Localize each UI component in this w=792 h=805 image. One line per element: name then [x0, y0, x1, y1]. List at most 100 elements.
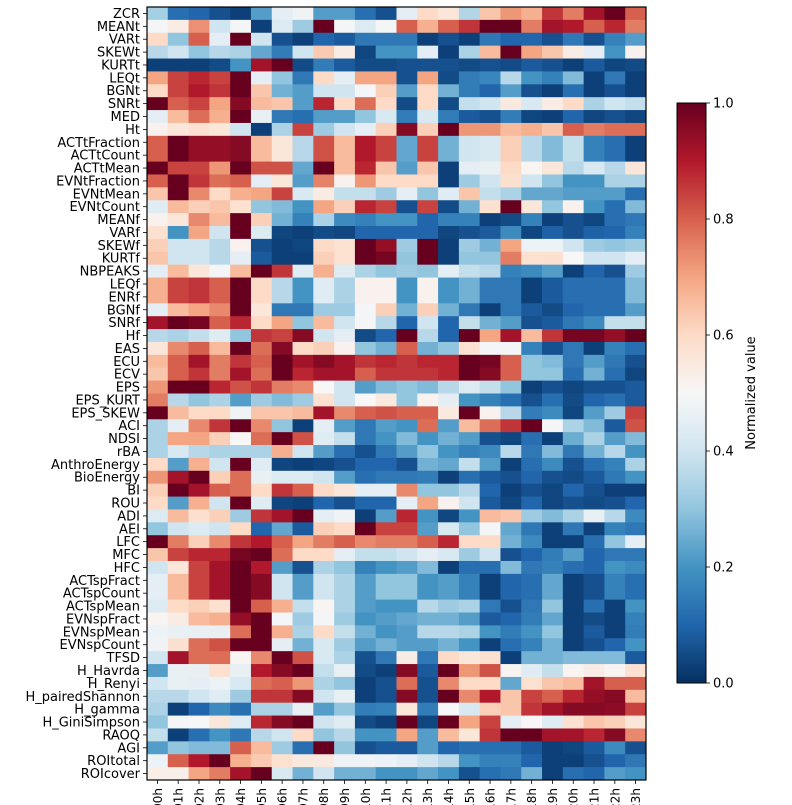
- heatmap-cell: [542, 161, 564, 175]
- heatmap-cell: [271, 535, 294, 549]
- heatmap-cell: [417, 238, 439, 253]
- heatmap-cell: [375, 419, 397, 433]
- heatmap-cell: [583, 45, 605, 60]
- heatmap-cell: [354, 84, 377, 98]
- heatmap-cell: [438, 470, 460, 485]
- heatmap-cell: [625, 509, 647, 523]
- heatmap-cell: [438, 58, 460, 72]
- heatmap-cell: [562, 548, 585, 562]
- heatmap-cell: [604, 457, 626, 472]
- heatmap-cell: [292, 251, 314, 266]
- heatmap-cell: [479, 457, 501, 472]
- heatmap-cell: [521, 393, 543, 407]
- heatmap-cell: [458, 496, 481, 510]
- heatmap-cell: [188, 277, 210, 291]
- heatmap-cell: [188, 522, 210, 536]
- heatmap-cell: [542, 367, 564, 382]
- y-tick-label: EAS: [115, 342, 140, 357]
- heatmap-cell: [147, 406, 169, 420]
- heatmap-cell: [230, 676, 252, 691]
- heatmap-cell: [542, 432, 564, 446]
- heatmap-cell: [250, 573, 273, 588]
- heatmap-cell: [500, 380, 522, 394]
- heatmap-cell: [292, 110, 314, 124]
- heatmap-cell: [209, 32, 231, 47]
- heatmap-cell: [396, 277, 418, 291]
- heatmap-cell: [375, 625, 397, 639]
- plot-frame: [146, 6, 647, 781]
- y-tick-label: AGI: [117, 741, 140, 756]
- heatmap-cell: [458, 754, 481, 768]
- heatmap-cell: [250, 432, 273, 446]
- heatmap-cell: [250, 612, 273, 626]
- heatmap-cell: [147, 754, 169, 768]
- heatmap-cell: [313, 741, 335, 755]
- heatmap-cell: [209, 470, 231, 485]
- heatmap-cell: [438, 290, 460, 304]
- heatmap-cell: [188, 689, 210, 704]
- heatmap-cell: [542, 380, 564, 394]
- heatmap-cell: [354, 638, 377, 652]
- heatmap-cell: [334, 406, 356, 420]
- heatmap-cell: [250, 406, 273, 420]
- heatmap-cell: [354, 393, 377, 407]
- heatmap-cell: [334, 573, 356, 588]
- heatmap-cell: [271, 32, 294, 47]
- heatmap-cell: [417, 84, 439, 98]
- heatmap-cell: [417, 638, 439, 652]
- heatmap-cell: [562, 174, 585, 188]
- heatmap-cell: [500, 251, 522, 266]
- heatmap-cell: [438, 19, 460, 34]
- colorbar: [676, 102, 707, 684]
- heatmap-cell: [562, 767, 585, 781]
- heatmap-cell: [188, 728, 210, 742]
- heatmap-cell: [230, 457, 252, 472]
- heatmap-cell: [562, 367, 585, 382]
- heatmap-cell: [147, 71, 169, 85]
- heatmap-cell: [271, 354, 294, 369]
- heatmap-cell: [334, 161, 356, 175]
- heatmap-cell: [188, 226, 210, 240]
- heatmap-cell: [147, 135, 169, 150]
- heatmap-cell: [438, 702, 460, 717]
- heatmap-cell: [334, 445, 356, 459]
- heatmap-cell: [438, 316, 460, 330]
- heatmap-cell: [250, 213, 273, 227]
- heatmap-cell: [604, 586, 626, 601]
- heatmap-cell: [147, 676, 169, 691]
- heatmap-cell: [292, 754, 314, 768]
- heatmap-cell: [542, 110, 564, 124]
- heatmap-cell: [396, 354, 418, 369]
- x-tick-label: 18h: [525, 788, 539, 805]
- heatmap-cell: [292, 406, 314, 420]
- heatmap-cell: [354, 715, 377, 729]
- heatmap-cell: [188, 354, 210, 369]
- heatmap-cell: [438, 174, 460, 188]
- heatmap-cell: [292, 135, 314, 150]
- y-tick-label: BioEnergy: [74, 471, 140, 486]
- y-tick-label: KURTt: [101, 58, 140, 73]
- heatmap-cell: [562, 84, 585, 98]
- heatmap-cell: [188, 58, 210, 72]
- heatmap-cell: [313, 728, 335, 742]
- heatmap-cell: [209, 754, 231, 768]
- heatmap-cell: [147, 303, 169, 317]
- heatmap-cell: [542, 45, 564, 60]
- heatmap-cell: [542, 84, 564, 98]
- heatmap-cell: [417, 612, 439, 626]
- heatmap-cell: [188, 161, 210, 175]
- heatmap-cell: [604, 676, 626, 691]
- heatmap-cell: [334, 354, 356, 369]
- heatmap-cell: [167, 496, 190, 510]
- heatmap-cell: [188, 303, 210, 317]
- heatmap-cell: [271, 612, 294, 626]
- heatmap-cell: [562, 277, 585, 291]
- heatmap-cell: [167, 19, 190, 34]
- heatmap-cell: [396, 380, 418, 394]
- heatmap-cell: [292, 741, 314, 755]
- heatmap-cell: [417, 97, 439, 111]
- heatmap-cell: [313, 457, 335, 472]
- heatmap-cell: [458, 767, 481, 781]
- heatmap-cell: [147, 741, 169, 755]
